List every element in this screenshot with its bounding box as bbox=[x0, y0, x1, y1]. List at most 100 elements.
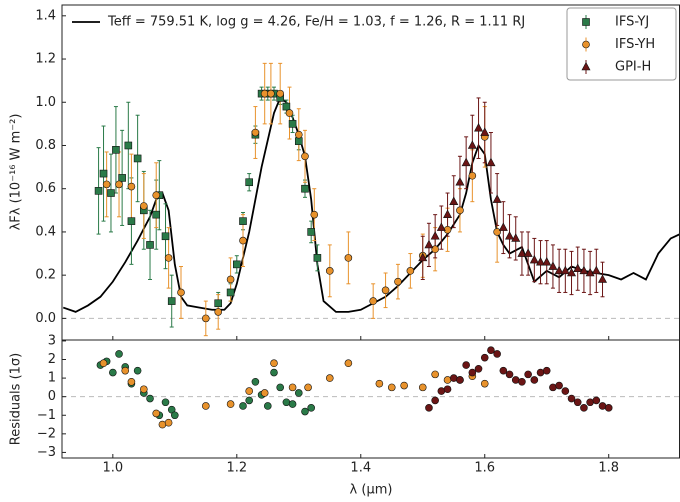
x-tick-label: 1.4 bbox=[350, 461, 371, 476]
data-point bbox=[436, 222, 446, 231]
data-point bbox=[99, 169, 108, 178]
data-point bbox=[381, 286, 390, 295]
data-point bbox=[492, 194, 502, 203]
data-point bbox=[456, 376, 464, 384]
data-point bbox=[375, 379, 384, 388]
y-tick-label: 0.4 bbox=[35, 224, 56, 239]
data-point bbox=[579, 265, 589, 275]
data-point bbox=[567, 267, 577, 277]
data-point bbox=[468, 368, 477, 377]
data-point bbox=[202, 402, 210, 410]
data-point bbox=[529, 254, 539, 264]
data-point bbox=[598, 274, 608, 283]
data-point bbox=[480, 127, 490, 136]
data-point bbox=[270, 359, 278, 368]
data-point bbox=[301, 407, 309, 416]
legend-swatch bbox=[582, 18, 590, 26]
data-point bbox=[461, 157, 471, 167]
plot-area bbox=[62, 346, 680, 429]
y-tick-label: 0.6 bbox=[35, 181, 56, 196]
data-point bbox=[344, 359, 353, 368]
data-point bbox=[530, 376, 539, 384]
data-point bbox=[480, 379, 489, 388]
data-point bbox=[239, 402, 247, 410]
y-axis-label: λFλ (10⁻¹⁶ W m⁻²) bbox=[9, 114, 24, 231]
data-point bbox=[177, 288, 185, 297]
data-point bbox=[301, 184, 309, 193]
data-point bbox=[115, 350, 123, 358]
x-tick-label: 1.0 bbox=[102, 461, 123, 476]
x-axis-label: λ (μm) bbox=[350, 483, 393, 498]
data-point bbox=[301, 152, 309, 161]
data-point bbox=[430, 231, 440, 240]
data-point bbox=[124, 141, 133, 150]
data-point bbox=[591, 265, 601, 275]
data-point bbox=[133, 366, 142, 375]
data-point bbox=[555, 381, 563, 390]
data-point bbox=[276, 383, 284, 392]
data-point bbox=[518, 378, 526, 386]
data-point bbox=[94, 187, 103, 195]
data-point bbox=[118, 174, 126, 182]
data-point bbox=[245, 387, 253, 395]
y-tick-label: 3 bbox=[48, 333, 56, 348]
data-point bbox=[418, 252, 428, 262]
data-point bbox=[517, 248, 527, 257]
legend-box bbox=[566, 7, 677, 81]
data-point bbox=[424, 239, 434, 249]
legend-label: GPI-H bbox=[615, 60, 651, 75]
data-point bbox=[288, 383, 297, 392]
data-point bbox=[115, 180, 123, 189]
y-tick-label: 2 bbox=[48, 352, 56, 367]
data-point bbox=[536, 257, 546, 266]
data-point bbox=[554, 265, 564, 275]
data-point bbox=[523, 248, 533, 257]
data-point bbox=[161, 232, 170, 241]
data-point bbox=[499, 366, 508, 375]
data-point bbox=[425, 404, 433, 412]
data-point bbox=[288, 120, 297, 128]
data-point bbox=[325, 267, 334, 275]
data-point bbox=[127, 217, 136, 225]
data-point bbox=[580, 404, 588, 412]
data-point bbox=[202, 314, 210, 323]
data-point bbox=[313, 254, 322, 262]
data-point bbox=[121, 366, 130, 375]
data-point bbox=[239, 236, 247, 245]
data-point bbox=[542, 257, 552, 266]
data-point bbox=[140, 202, 148, 210]
data-point bbox=[288, 400, 297, 408]
data-point bbox=[505, 370, 514, 379]
y-tick-label: 1.0 bbox=[35, 95, 56, 110]
data-point bbox=[604, 404, 613, 412]
data-point bbox=[146, 394, 154, 403]
data-point bbox=[561, 387, 570, 395]
data-point bbox=[542, 366, 551, 375]
data-point bbox=[567, 394, 576, 403]
data-point bbox=[455, 177, 465, 186]
y-tick-label: 0.8 bbox=[35, 138, 56, 153]
legend-label: Teff = 759.51 K, log g = 4.26, Fe/H = 1.… bbox=[107, 15, 525, 30]
x-tick-label: 1.2 bbox=[226, 461, 247, 476]
model-line bbox=[62, 96, 680, 313]
legend-label: IFS-YH bbox=[615, 37, 655, 52]
data-point bbox=[548, 261, 558, 270]
data-point bbox=[325, 374, 334, 382]
data-point bbox=[443, 209, 453, 218]
data-point bbox=[267, 89, 275, 98]
data-point bbox=[127, 378, 136, 386]
data-point bbox=[99, 359, 108, 368]
y-tick-label: 1 bbox=[48, 371, 56, 386]
data-point bbox=[449, 196, 459, 205]
data-point bbox=[285, 109, 294, 117]
data-point bbox=[344, 254, 353, 262]
data-point bbox=[307, 404, 315, 412]
data-point bbox=[304, 383, 312, 392]
y-tick-label: −1 bbox=[37, 408, 56, 423]
y-tick-label: 0.2 bbox=[35, 268, 56, 283]
data-point bbox=[146, 241, 154, 249]
data-point bbox=[467, 140, 477, 149]
data-point bbox=[152, 191, 161, 199]
data-point bbox=[394, 277, 402, 286]
